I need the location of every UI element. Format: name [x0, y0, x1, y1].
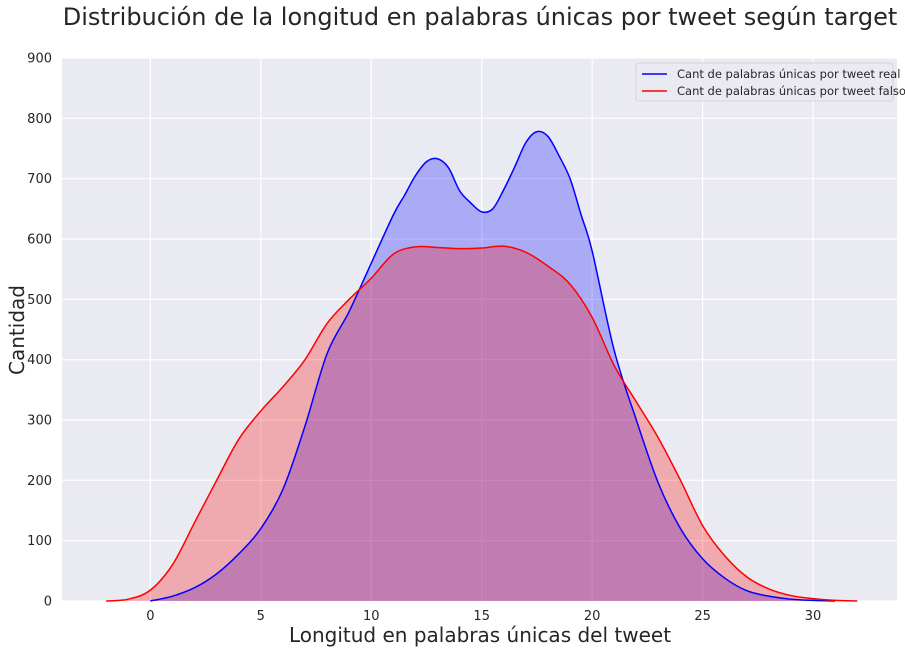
density-lines [106, 130, 858, 602]
y-tick-label: 400 [27, 353, 52, 368]
x-tick-label: 20 [584, 609, 601, 624]
y-tick-label: 300 [27, 414, 52, 429]
legend-box [635, 62, 894, 102]
density-line-fake [106, 245, 858, 602]
density-area-fake [106, 246, 858, 601]
legend: Cant de palabras únicas por tweet real C… [635, 62, 905, 102]
x-tick-label: 0 [146, 609, 154, 624]
x-axis-label: Longitud en palabras únicas del tweet [289, 623, 671, 647]
y-axis-label: Cantidad [5, 285, 29, 375]
y-tick-label: 100 [27, 534, 52, 549]
x-tick-label: 15 [473, 609, 490, 624]
y-tick-label: 800 [27, 112, 52, 127]
chart-title: Distribución de la longitud en palabras … [63, 3, 898, 31]
y-tick-label: 900 [27, 52, 52, 67]
x-tick-label: 10 [363, 609, 380, 624]
legend-label-fake: Cant de palabras únicas por tweet falso [677, 84, 905, 98]
density-area-real [150, 131, 836, 601]
density-fills [106, 131, 858, 601]
x-tick-label: 5 [257, 609, 265, 624]
x-tick-label: 25 [694, 609, 711, 624]
x-tick-label: 30 [805, 609, 822, 624]
y-tick-label: 0 [44, 595, 52, 610]
legend-label-real: Cant de palabras únicas por tweet real [677, 67, 900, 81]
grid-lines [62, 57, 897, 602]
y-tick-label: 200 [27, 474, 52, 489]
y-tick-label: 500 [27, 293, 52, 308]
y-tick-label: 700 [27, 172, 52, 187]
density-line-real [150, 130, 836, 602]
y-tick-label: 600 [27, 233, 52, 248]
